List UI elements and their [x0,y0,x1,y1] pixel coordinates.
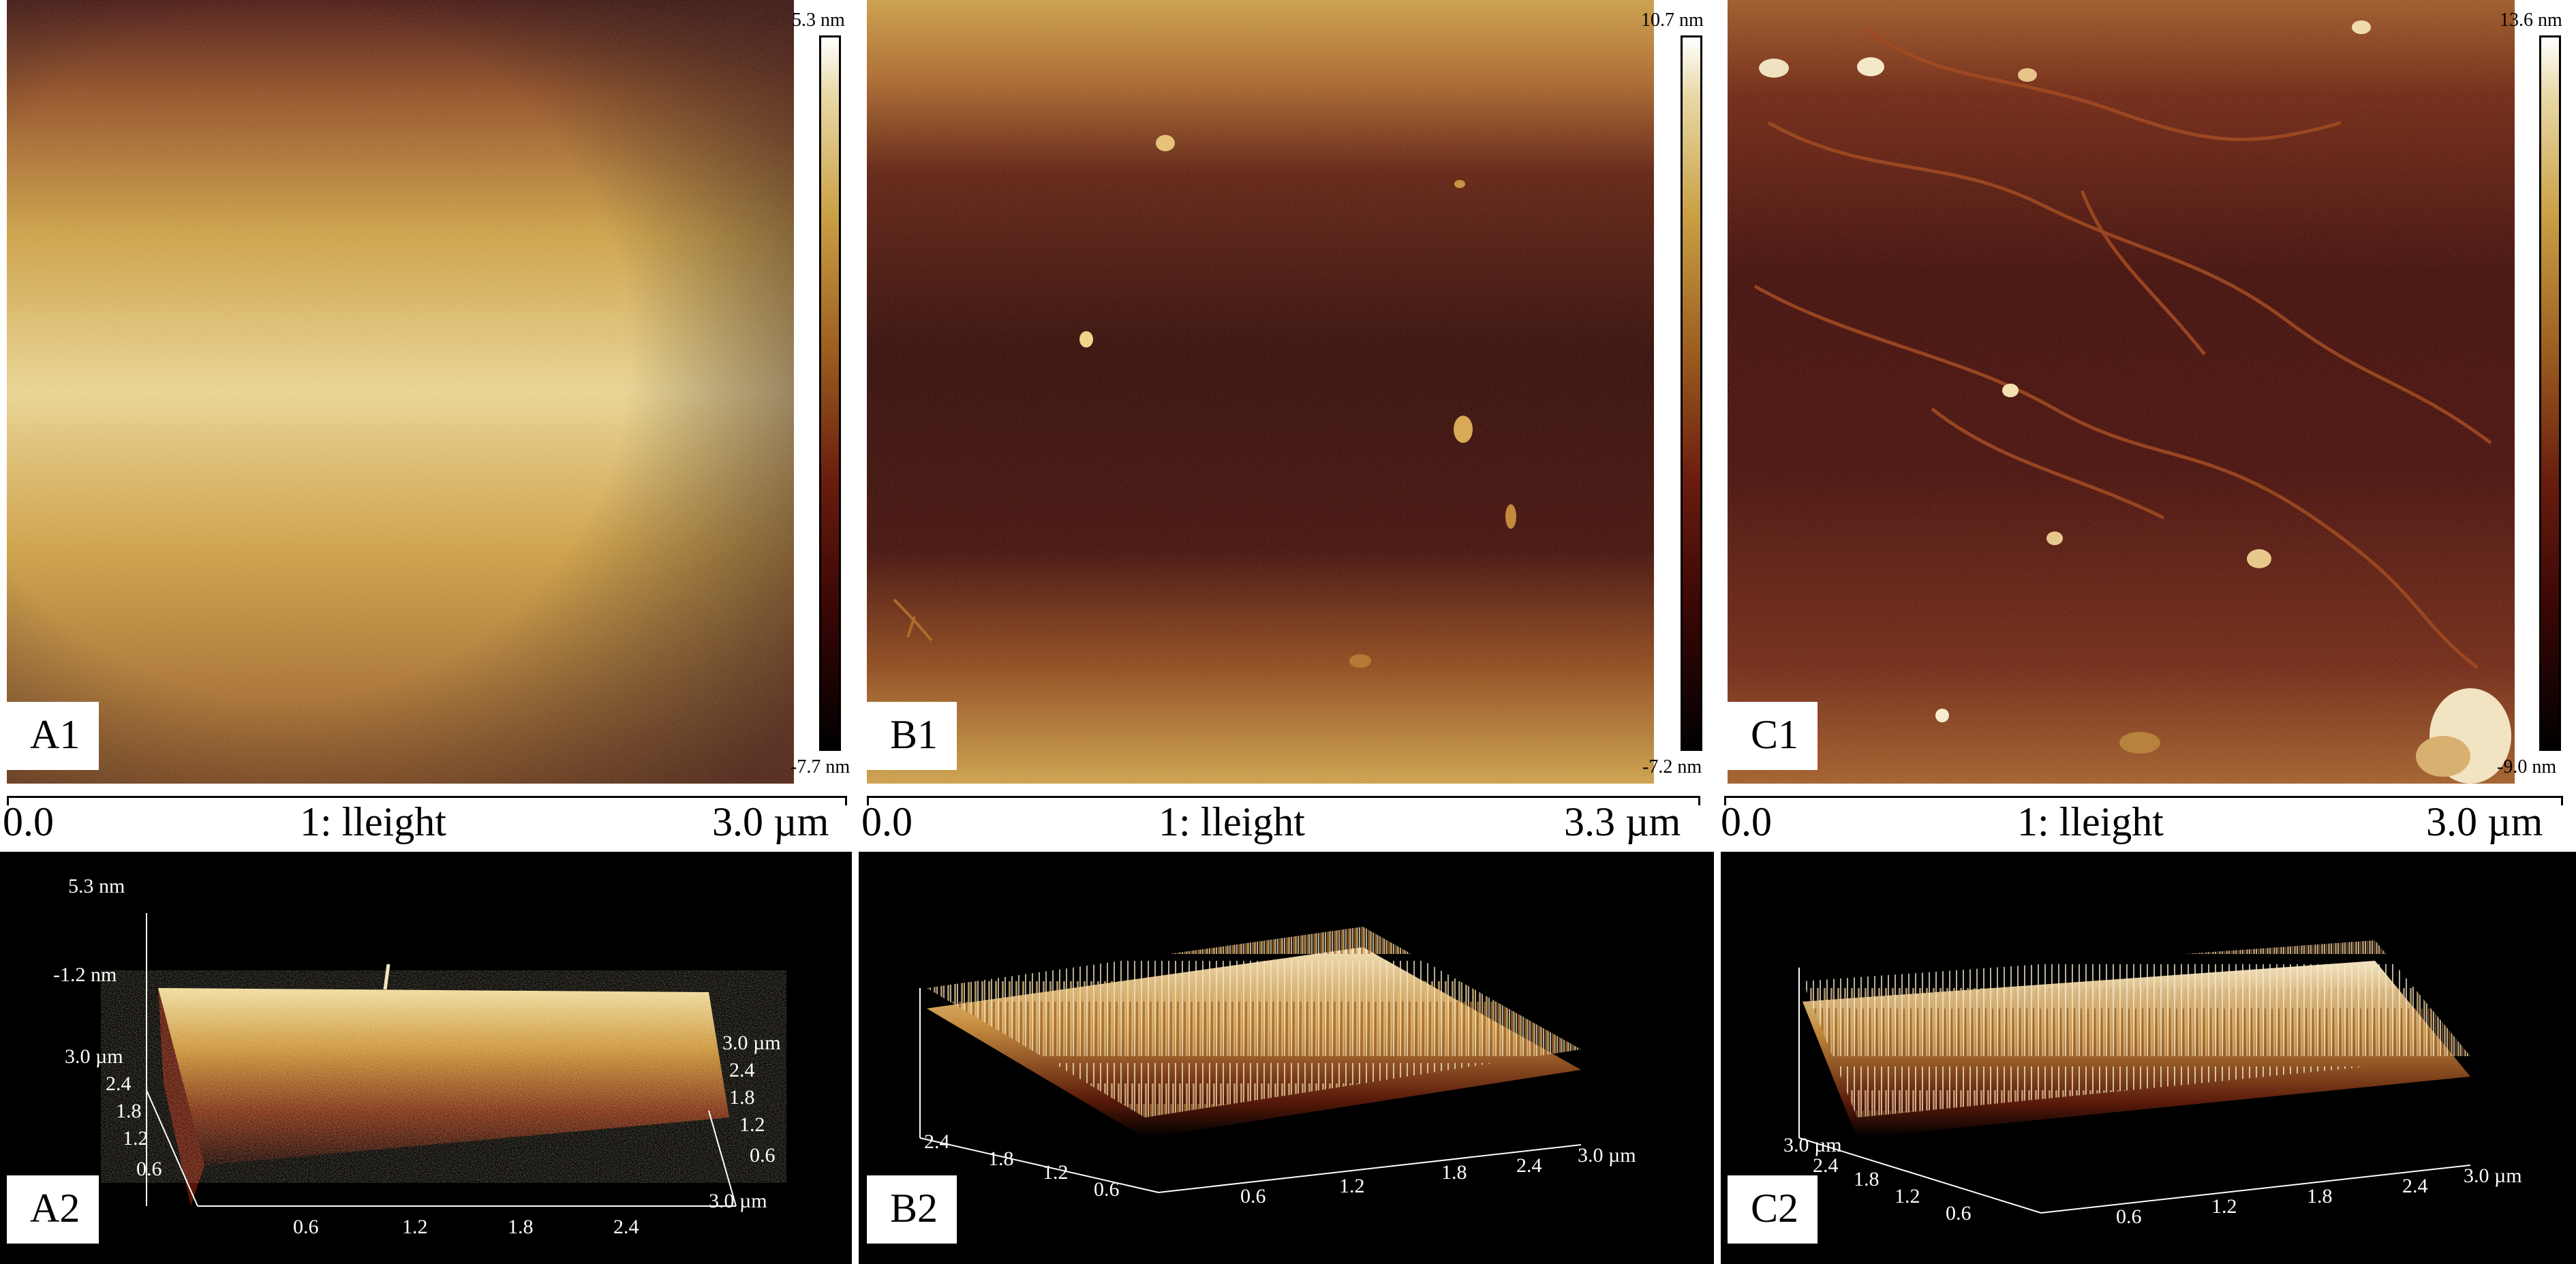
x-axis-tick-3-c2: 1.8 [2307,1185,2333,1207]
z-axis-mid-a2: -1.2 nm [53,964,117,986]
scale-bar-c1 [1724,796,2562,798]
afm-3d-a2: 5.3 nm -1.2 nm 3.0 µm 2.4 1.8 1.2 0.6 0.… [0,852,852,1264]
scale-end-b1: 3.3 µm [1564,799,1681,844]
afm-3d-c2: 3.0 µm 2.4 1.8 1.2 0.6 0.6 1.2 1.8 2.4 3… [1721,852,2576,1264]
y-axis-tick-1-b2: 2.4 [924,1130,950,1153]
x-axis-tick-5-a2: 3.0 µm [709,1190,767,1212]
panel-label-a1: A1 [7,702,99,770]
x-axis-tick-3-a2: 1.8 [508,1216,534,1238]
scale-bar-b1 [867,796,1700,798]
y-axis-tick-5-a2: 0.6 [136,1158,162,1180]
scale-start-a1: 0.0 [3,799,54,844]
colorbar-max-a1: 5.3 nm [792,10,845,31]
r-axis-tick-4-a2: 1.2 [739,1113,765,1136]
y-axis-tick-4-a2: 1.2 [123,1127,149,1150]
afm-image-a1 [7,0,794,784]
x-axis-tick-4-a2: 2.4 [613,1216,639,1238]
afm-image-b1 [867,0,1654,784]
y-axis-tick-1-a2: 3.0 µm [65,1045,123,1068]
x-axis-tick-2-b2: 1.2 [1339,1175,1365,1197]
x-axis-tick-2-c2: 1.2 [2211,1195,2237,1218]
scale-bar-a1 [7,796,846,798]
panel-label-c2: C2 [1728,1175,1818,1244]
afm-image-c1 [1728,0,2515,784]
x-axis-tick-5-b2: 3.0 µm [1578,1144,1636,1167]
colorbar-min-a1: -7.7 nm [791,756,850,777]
x-axis-tick-2-a2: 1.2 [402,1216,428,1238]
y-axis-tick-4-b2: 0.6 [1094,1178,1120,1201]
panel-label-c1: C1 [1728,702,1818,770]
scale-tick-end-b1 [1698,796,1700,805]
r-axis-tick-2-a2: 2.4 [729,1059,755,1081]
panel-label-a2: A2 [7,1175,99,1244]
r-axis-tick-3-a2: 1.8 [729,1086,755,1109]
r-axis-tick-1-a2: 3.0 µm [722,1032,781,1054]
panel-label-b1: B1 [867,702,957,770]
x-axis-tick-4-c2: 2.4 [2402,1175,2428,1197]
scale-start-b1: 0.0 [861,799,913,844]
height-colorbar-a1 [819,35,841,751]
y-axis-tick-3-a2: 1.8 [116,1100,142,1122]
channel-label-b1: 1: lleight [1159,799,1305,844]
afm-3d-b2: 2.4 1.8 1.2 0.6 0.6 1.2 1.8 2.4 3.0 µm [859,852,1714,1264]
panel-label-b2: B2 [867,1175,957,1244]
z-axis-top-a2: 5.3 nm [68,875,125,897]
x-axis-tick-4-b2: 2.4 [1516,1154,1542,1177]
height-colorbar-c1 [2539,35,2561,751]
channel-label-c1: 1: lleight [2017,799,2164,844]
height-colorbar-b1 [1681,35,1702,751]
y-axis-tick-2-b2: 1.8 [988,1147,1014,1170]
x-axis-tick-1-c2: 0.6 [2116,1205,2142,1228]
x-axis-tick-5-c2: 3.0 µm [2464,1165,2522,1187]
scale-tick-start-b1 [867,796,869,805]
scale-end-a1: 3.0 µm [712,799,829,844]
scale-tick-start-a1 [7,796,9,805]
y-axis-tick-3-b2: 1.2 [1043,1161,1069,1184]
y-axis-tick-4-c2: 1.2 [1895,1185,1920,1207]
colorbar-min-b1: -7.2 nm [1642,756,1702,777]
scale-end-c1: 3.0 µm [2426,799,2543,844]
scale-start-c1: 0.0 [1721,799,1772,844]
channel-label-a1: 1: lleight [300,799,446,844]
x-axis-tick-1-a2: 0.6 [293,1216,319,1238]
x-axis-tick-1-b2: 0.6 [1240,1185,1266,1207]
colorbar-max-b1: 10.7 nm [1641,10,1704,31]
x-axis-tick-3-b2: 1.8 [1441,1161,1467,1184]
scale-tick-start-c1 [1724,796,1726,805]
scale-tick-end-c1 [2561,796,2563,805]
y-axis-tick-3-c2: 1.8 [1854,1168,1880,1190]
y-axis-tick-2-a2: 2.4 [106,1073,132,1095]
r-axis-tick-5-a2: 0.6 [750,1144,776,1167]
colorbar-max-c1: 13.6 nm [2500,10,2562,31]
y-axis-tick-1-c2: 3.0 µm [1783,1134,1842,1156]
scale-tick-end-a1 [845,796,847,805]
y-axis-tick-5-c2: 0.6 [1946,1202,1972,1224]
colorbar-min-c1: -9.0 nm [2497,756,2557,777]
y-axis-tick-2-c2: 2.4 [1813,1154,1839,1177]
